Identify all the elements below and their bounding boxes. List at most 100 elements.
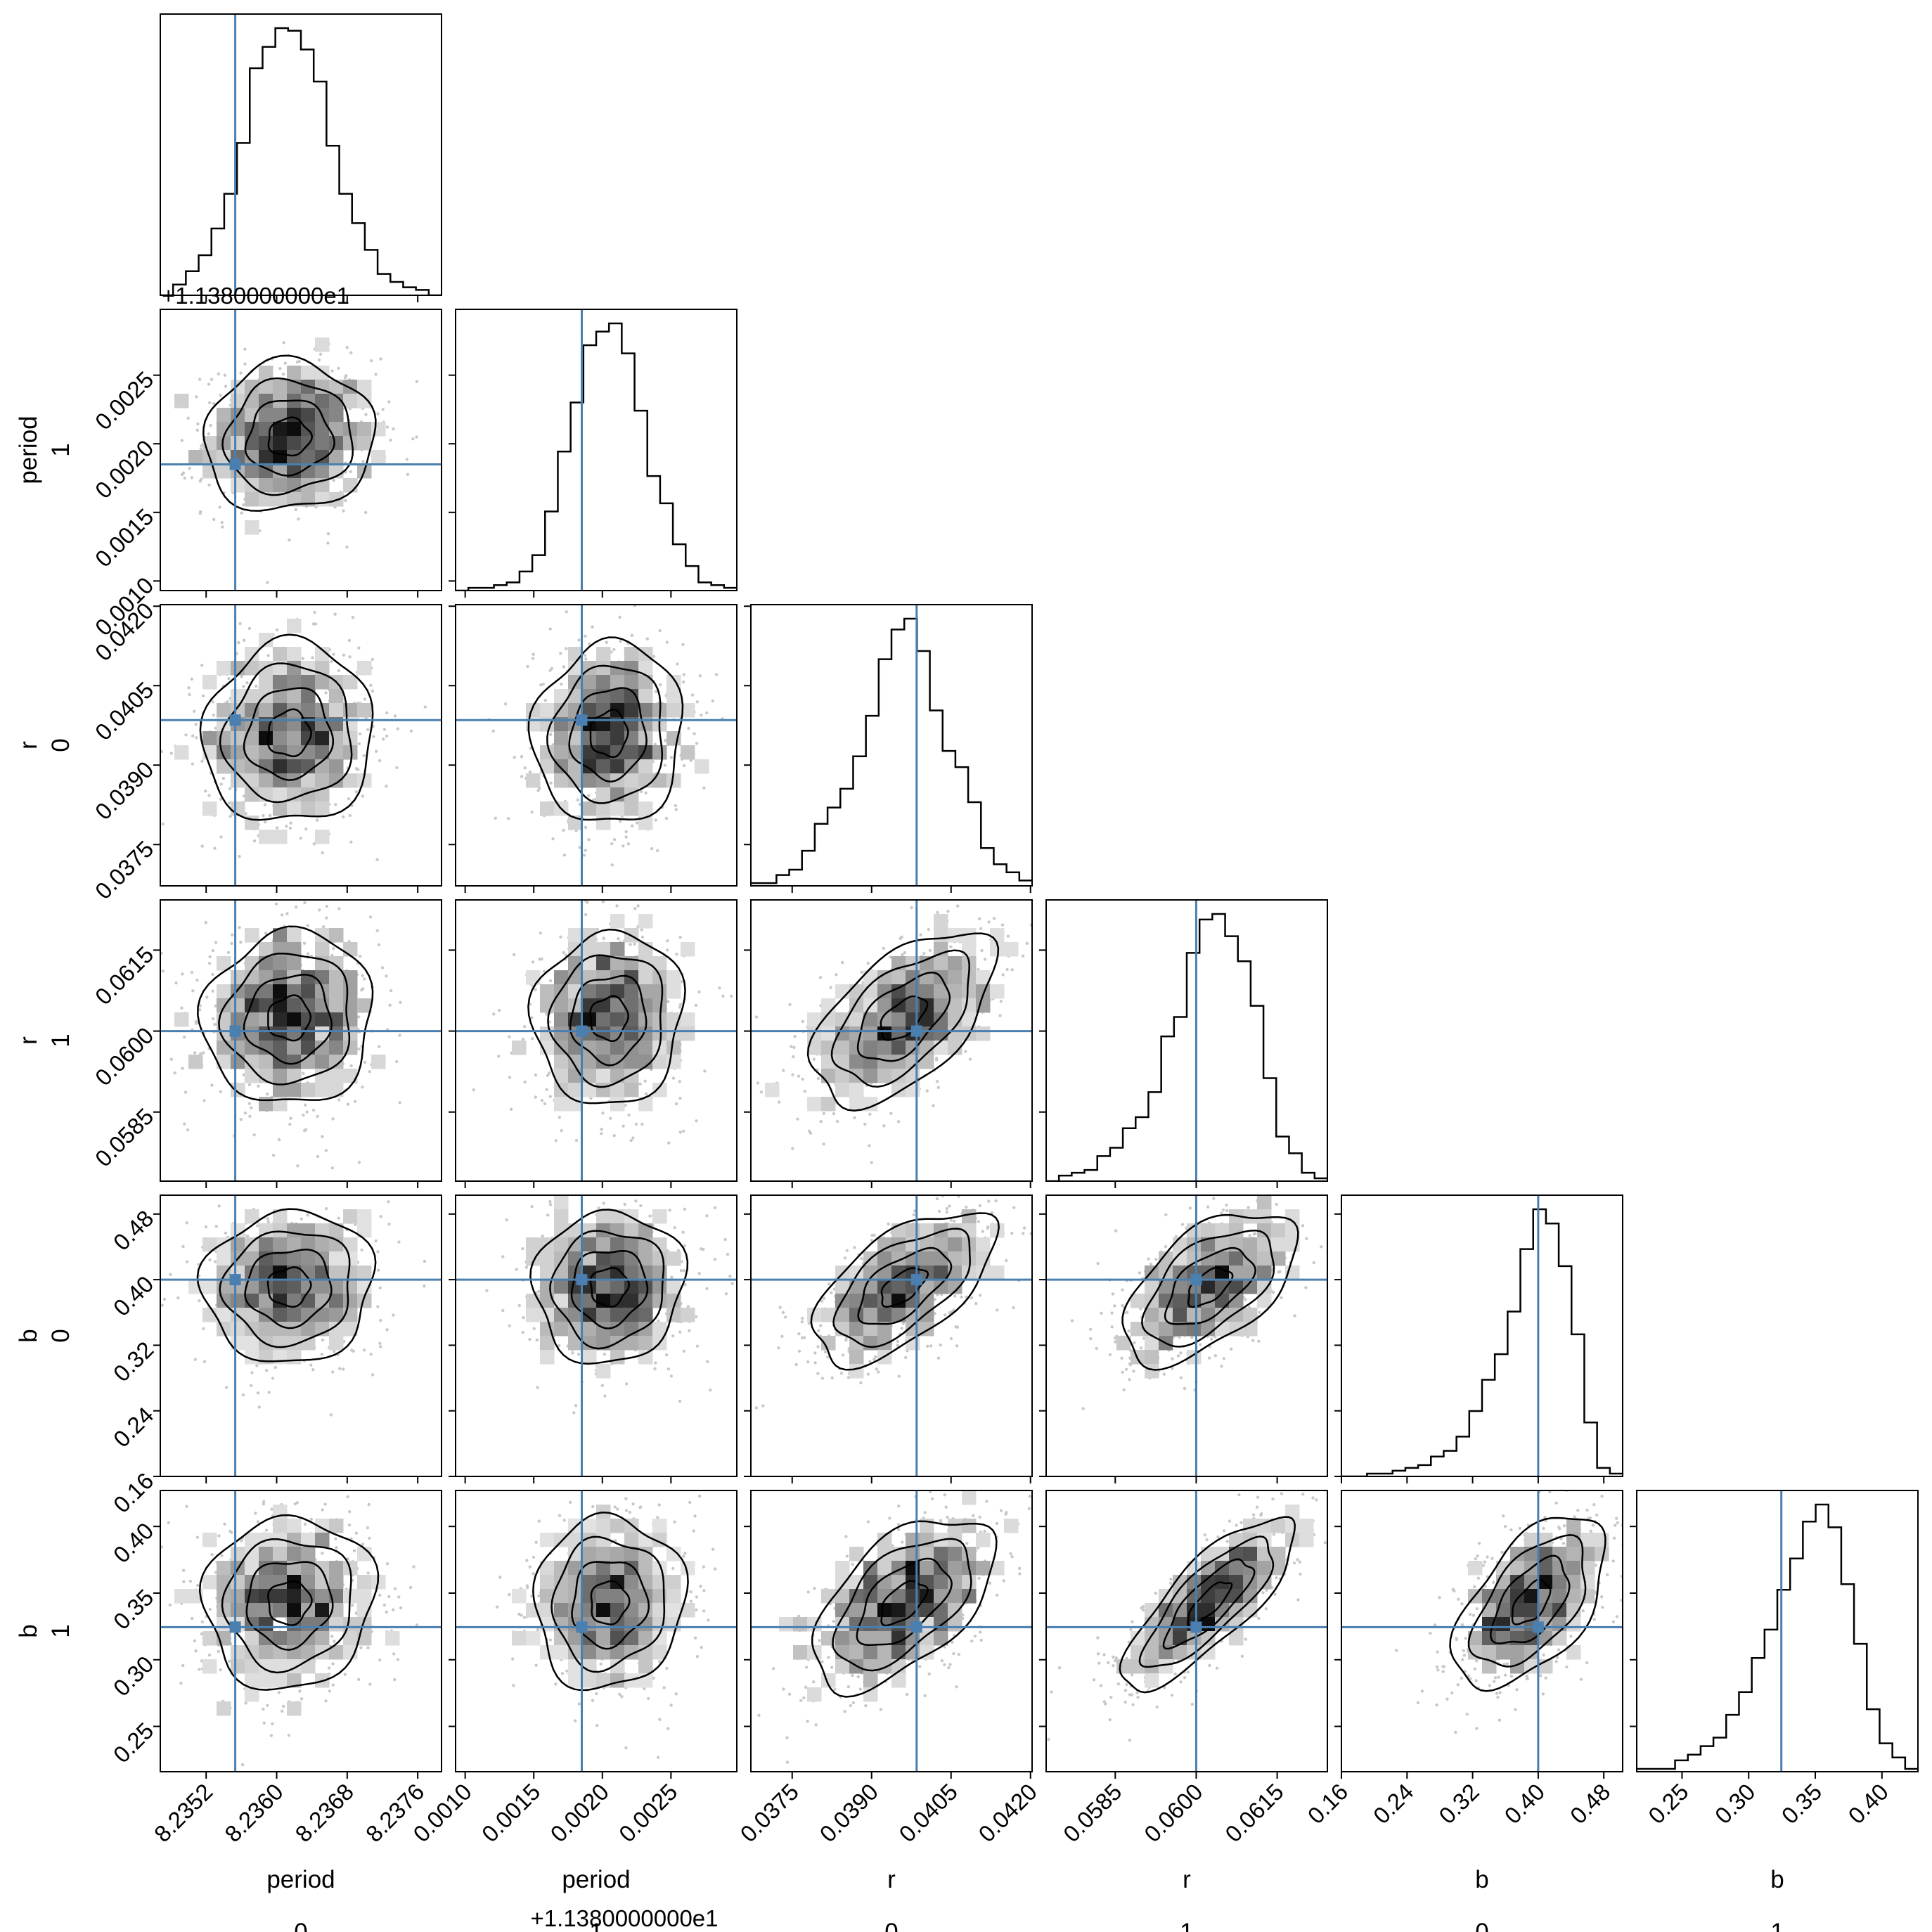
sample-point <box>282 341 285 344</box>
sample-point <box>624 830 628 834</box>
sample-point <box>584 913 588 917</box>
sample-point <box>622 844 625 848</box>
density-cell <box>329 1069 344 1083</box>
density-cell <box>315 1055 330 1069</box>
sample-point <box>526 664 529 669</box>
density-cell <box>371 450 386 465</box>
density-cell <box>540 703 555 718</box>
density-cell <box>596 647 611 662</box>
density-cell <box>652 773 667 788</box>
sample-point <box>238 854 241 858</box>
sample-point <box>337 1098 341 1102</box>
sample-point <box>398 1033 401 1037</box>
density-cell <box>301 464 316 479</box>
density-cell <box>287 731 302 746</box>
density-cell <box>287 956 302 971</box>
sample-point <box>243 347 247 351</box>
density-cell <box>315 970 330 985</box>
density-cell <box>554 689 569 704</box>
density-cell <box>231 689 245 704</box>
panel-frame <box>455 309 738 591</box>
density-cell <box>343 380 358 394</box>
density-cell <box>273 661 288 676</box>
sample-point <box>280 913 284 917</box>
density-cell <box>217 422 231 437</box>
sample-point <box>332 946 335 951</box>
density-cell <box>343 1041 358 1055</box>
density-cell <box>357 436 372 451</box>
sample-point <box>385 974 388 978</box>
density-cell <box>315 1069 330 1083</box>
density-cell <box>540 759 555 774</box>
density-cell <box>188 450 203 465</box>
density-cell <box>174 745 189 760</box>
sample-point <box>540 1099 544 1102</box>
panel-r0-r0 <box>744 604 1033 893</box>
sample-point <box>317 358 321 362</box>
contour-line <box>527 636 684 821</box>
contour-line <box>546 664 664 804</box>
sample-point <box>303 1103 307 1107</box>
density-cell <box>301 478 316 493</box>
sample-point <box>513 756 516 759</box>
density-cell <box>259 675 273 690</box>
sample-point <box>548 979 553 983</box>
sample-point <box>211 972 214 977</box>
density-cell <box>638 675 653 690</box>
density-cell <box>357 394 372 408</box>
density-cell <box>259 422 273 437</box>
sample-point <box>665 640 669 644</box>
sample-point <box>718 986 721 990</box>
sample-point <box>321 925 326 929</box>
density-cell <box>273 422 288 437</box>
density-cell <box>259 956 273 971</box>
sample-point <box>520 775 524 778</box>
sample-point <box>331 1117 335 1121</box>
sample-point <box>523 766 527 770</box>
density-cell <box>554 731 569 746</box>
density-cell <box>610 759 625 774</box>
sample-point <box>330 659 333 664</box>
sample-point <box>631 1136 635 1140</box>
density-cell <box>273 450 288 465</box>
sample-point <box>324 1149 328 1152</box>
density-cell <box>259 830 273 844</box>
sample-point <box>332 652 335 656</box>
sample-point <box>183 476 186 480</box>
density-cell <box>610 731 625 746</box>
density-cell <box>287 1083 302 1097</box>
sample-point <box>587 794 591 797</box>
sample-point <box>230 941 233 946</box>
density-cell <box>624 689 639 704</box>
sample-point <box>542 970 546 973</box>
sample-point <box>633 942 636 946</box>
density-cell <box>273 801 288 816</box>
sample-point <box>316 1114 319 1119</box>
density-cell <box>329 984 344 999</box>
density-cell <box>301 436 316 451</box>
sample-point <box>337 907 341 910</box>
sample-point <box>560 1129 563 1133</box>
sample-point <box>221 776 226 780</box>
density-cell <box>329 1041 344 1055</box>
density-cell <box>287 689 302 704</box>
sample-point <box>395 1060 399 1064</box>
sample-point <box>357 742 361 746</box>
sample-point <box>678 936 682 939</box>
density-cell <box>301 998 316 1013</box>
density-cell <box>174 394 189 408</box>
density-cell <box>301 408 316 423</box>
sample-point <box>368 1070 371 1074</box>
density-cell <box>287 787 302 802</box>
sample-point <box>223 373 227 377</box>
sample-point <box>195 428 199 432</box>
density-cell <box>231 380 245 394</box>
density-cell <box>245 928 259 943</box>
density-cell <box>259 1012 273 1027</box>
density-cell <box>231 731 245 746</box>
sample-point <box>342 653 346 657</box>
density-cell <box>638 703 653 718</box>
truth-marker <box>229 458 241 470</box>
density-cell <box>301 1012 316 1027</box>
sample-point <box>406 472 410 477</box>
